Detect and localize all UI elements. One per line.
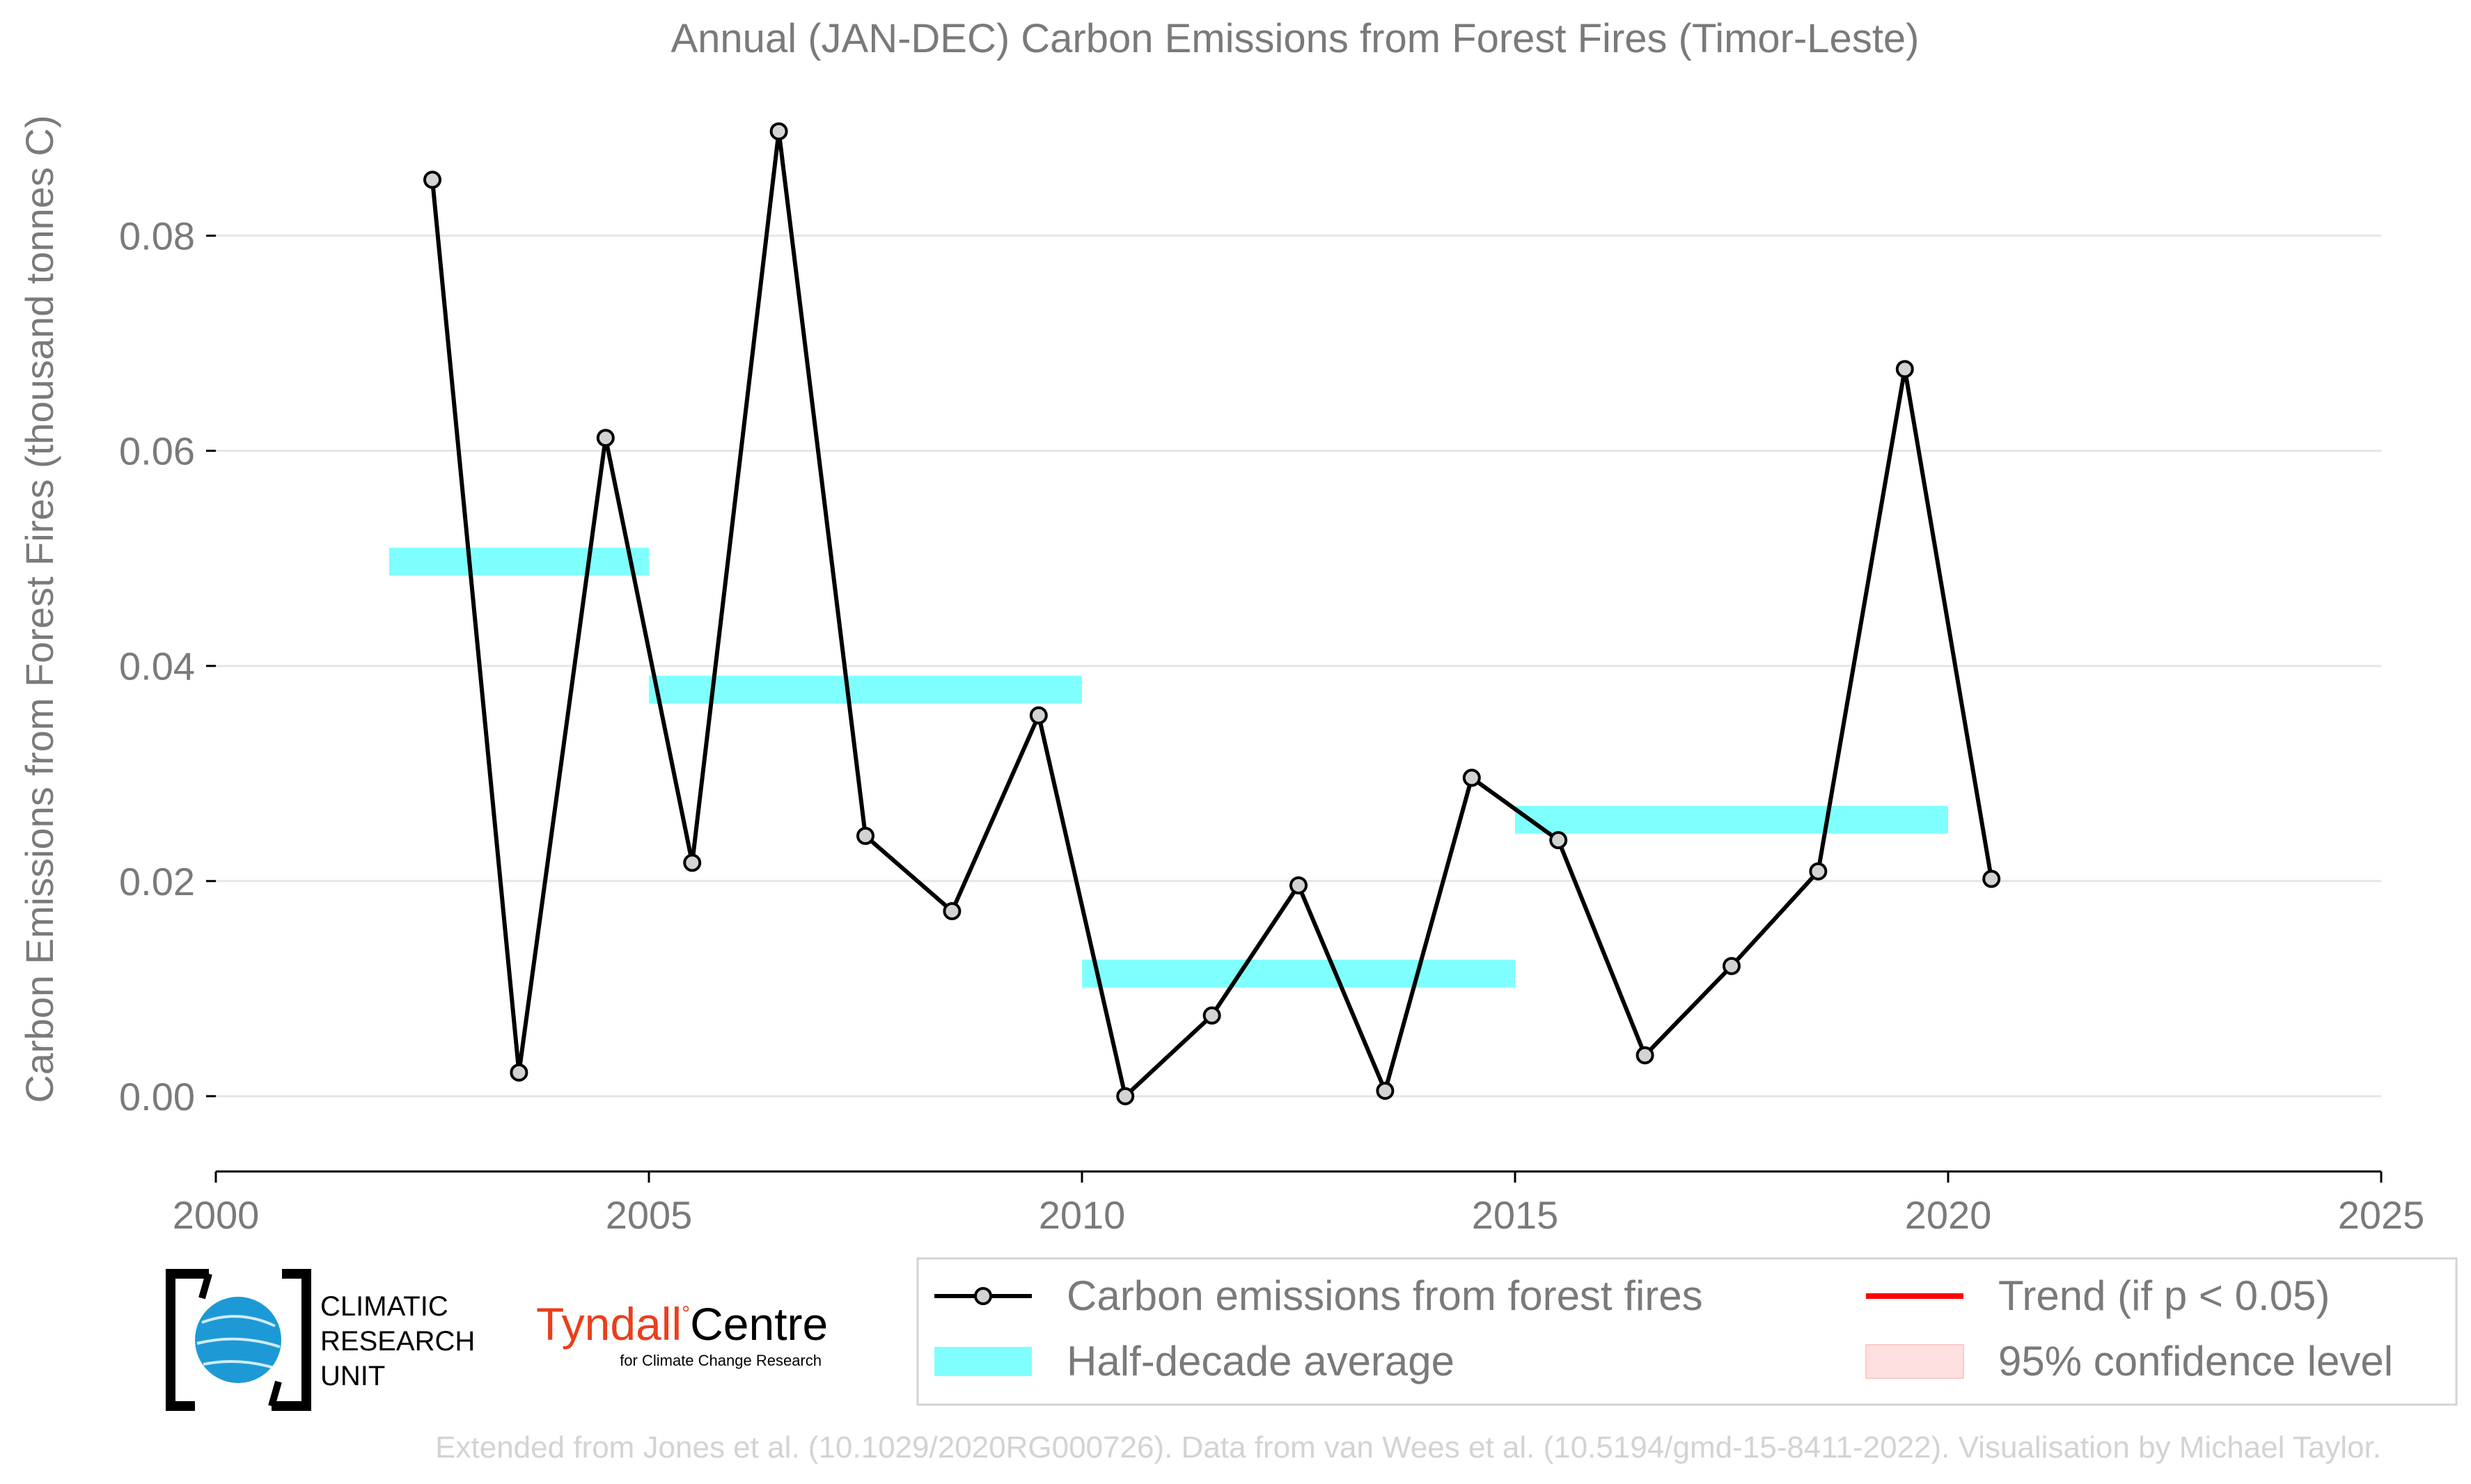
x-tick-label: 2010: [1039, 1193, 1126, 1237]
tyndall-logo-sub: for Climate Change Research: [620, 1352, 822, 1369]
cru-logo: CLIMATIC RESEARCH UNIT: [166, 1269, 475, 1411]
data-point: [1376, 1082, 1395, 1100]
footer-credits: Extended from Jones et al. (10.1029/2020…: [435, 1430, 2381, 1465]
data-point: [1549, 831, 1568, 850]
data-point: [1462, 768, 1481, 787]
data-point: [1982, 869, 2001, 888]
ticks: 0.00 0.02 0.04 0.06 0.08 2000 2005 2010 2015 2020…: [119, 214, 2424, 1237]
data-point: [683, 853, 702, 872]
tyndall-logo-degree: °: [682, 1302, 690, 1325]
legend-half-decade-label: Half-decade average: [1067, 1338, 1454, 1384]
legend-confidence-swatch: [1865, 1344, 1964, 1379]
legend-trend-label: Trend (if p < 0.05): [1998, 1272, 2330, 1319]
cru-logo-bracket-right: [272, 1269, 311, 1411]
data-point: [856, 826, 874, 845]
tyndall-logo-name2: Centre: [690, 1298, 828, 1350]
legend-series-marker: [974, 1287, 992, 1305]
tyndall-logo-name: Tyndall°Centre: [536, 1298, 828, 1350]
cru-logo-line3: UNIT: [320, 1361, 385, 1391]
tyndall-logo-name1: Tyndall: [536, 1298, 682, 1350]
data-point: [1809, 862, 1828, 881]
x-tick-label: 2025: [2338, 1193, 2425, 1237]
y-tick-label: 0.02: [119, 860, 195, 903]
x-tick-label: 2000: [173, 1193, 260, 1237]
y-tick-label: 0.00: [119, 1075, 195, 1119]
data-point: [510, 1063, 528, 1082]
cru-logo-line1: CLIMATIC: [320, 1291, 448, 1322]
globe-icon-lines: [196, 1315, 281, 1369]
grid-lines: [216, 235, 2381, 1098]
y-tick-label: 0.06: [119, 429, 195, 473]
legend-half-decade-swatch: [934, 1347, 1032, 1376]
y-axis-label: Carbon Emissions from Forest Fires (thou…: [17, 115, 61, 1103]
data-point: [1116, 1087, 1135, 1105]
data-point: [1635, 1046, 1654, 1065]
series-line: [430, 129, 1994, 1098]
half-decade-band: [389, 547, 649, 576]
x-tick-label: 2005: [606, 1193, 693, 1237]
y-tick-label: 0.04: [119, 645, 195, 688]
cru-logo-line2: RESEARCH: [320, 1326, 475, 1357]
data-point: [1029, 706, 1048, 725]
legend: Carbon emissions from forest fires Trend…: [916, 1257, 2458, 1406]
half-decade-band: [1515, 805, 1948, 834]
data-point: [1289, 876, 1308, 894]
half-decade-band: [1082, 959, 1515, 988]
tyndall-logo: Tyndall°Centre for Climate Change Resear…: [536, 1298, 828, 1369]
data-point: [1202, 1006, 1221, 1025]
data-point: [943, 902, 962, 921]
legend-series-label: Carbon emissions from forest fires: [1067, 1272, 1703, 1319]
cru-logo-bracket-left: [166, 1269, 209, 1411]
data-point: [1895, 360, 1914, 379]
cru-logo-slash-bottom: [268, 1380, 282, 1407]
legend-confidence-label: 95% confidence level: [1998, 1338, 2393, 1384]
chart-title: Annual (JAN-DEC) Carbon Emissions from F…: [670, 16, 1919, 61]
cru-logo-slash-top: [198, 1272, 212, 1300]
half-decade-band: [649, 675, 1082, 704]
data-point: [423, 171, 441, 189]
data-point: [596, 429, 615, 448]
data-point: [769, 122, 788, 141]
y-tick-label: 0.08: [119, 214, 195, 258]
axes: [216, 1170, 2381, 1173]
legend-frame: [916, 1257, 2458, 1406]
x-tick-label: 2020: [1905, 1193, 1992, 1237]
data-point: [1723, 956, 1741, 975]
series-layer: [423, 122, 2001, 1105]
x-tick-label: 2015: [1472, 1193, 1559, 1237]
half-decade-bands: [389, 547, 1948, 988]
